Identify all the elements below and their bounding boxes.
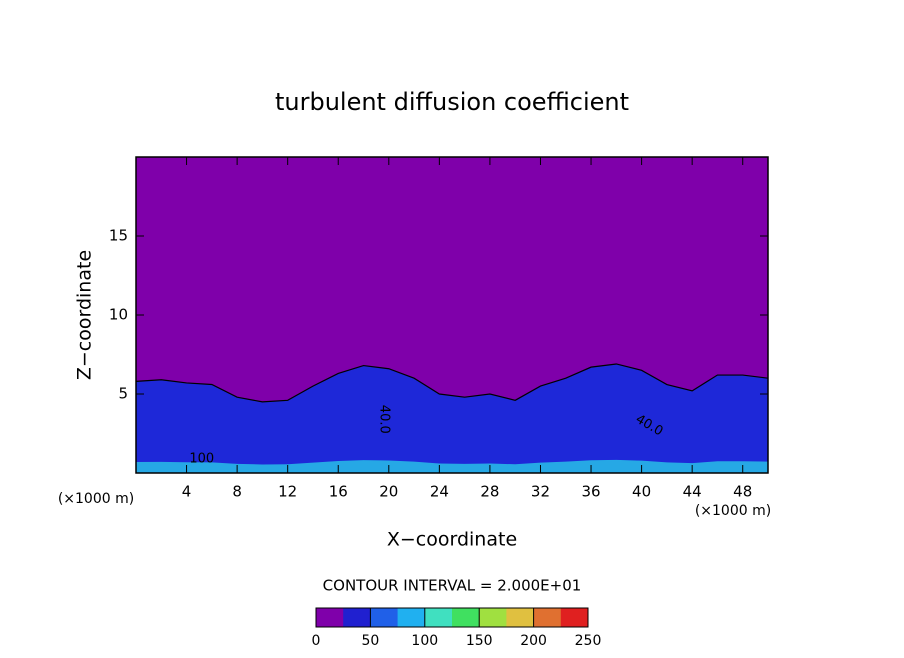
x-tick-label: 20 — [379, 483, 398, 501]
x-tick-label: 40 — [632, 483, 651, 501]
y-unit: (×1000 m) — [58, 491, 134, 507]
chart-title: turbulent diffusion coefficient — [275, 88, 629, 116]
layer-top-contour — [135, 363, 769, 403]
x-tick-label: 12 — [278, 483, 297, 501]
x-tick-label: 8 — [232, 483, 242, 501]
y-axis-label: Z−coordinate — [74, 250, 96, 380]
colorbar-tick-label: 150 — [466, 633, 493, 649]
contour-interval: CONTOUR INTERVAL = 2.000E+01 — [323, 577, 582, 595]
colorbar-swatch — [560, 608, 589, 627]
y-tick-label: 10 — [109, 306, 128, 324]
contour-label: 40.0 — [376, 405, 391, 434]
x-axis-label: X−coordinate — [387, 529, 517, 551]
contour-label: 100 — [189, 451, 214, 466]
x-tick-label: 48 — [733, 483, 752, 501]
x-tick-label: 32 — [531, 483, 550, 501]
colorbar-swatch — [343, 608, 371, 627]
colorbar-tick-label: 200 — [520, 633, 547, 649]
x-tick-label: 4 — [182, 483, 192, 501]
colorbar-swatch — [533, 608, 562, 627]
ground-layer — [136, 459, 768, 473]
colorbar-swatch — [452, 608, 480, 627]
colorbar-swatch — [397, 608, 426, 627]
turbulent-layer — [136, 363, 768, 473]
colorbar-tick-label: 100 — [411, 633, 438, 649]
colorbar-swatch — [316, 608, 344, 627]
x-tick-label: 44 — [683, 483, 702, 501]
colorbar-swatch — [506, 608, 535, 627]
colorbar-swatch — [479, 608, 507, 627]
y-tick-label: 5 — [118, 385, 128, 403]
colorbar-tick-label: 250 — [575, 633, 602, 649]
colorbar-tick-label: 50 — [361, 633, 379, 649]
colorbar-swatch — [370, 608, 399, 627]
colorbar-tick-label: 0 — [312, 633, 321, 649]
colorbar-swatch — [424, 608, 453, 627]
x-unit: (×1000 m) — [695, 503, 771, 519]
x-tick-label: 36 — [581, 483, 600, 501]
x-tick-label: 24 — [430, 483, 449, 501]
x-tick-label: 28 — [480, 483, 499, 501]
x-tick-label: 16 — [329, 483, 348, 501]
y-tick-label: 15 — [109, 227, 128, 245]
